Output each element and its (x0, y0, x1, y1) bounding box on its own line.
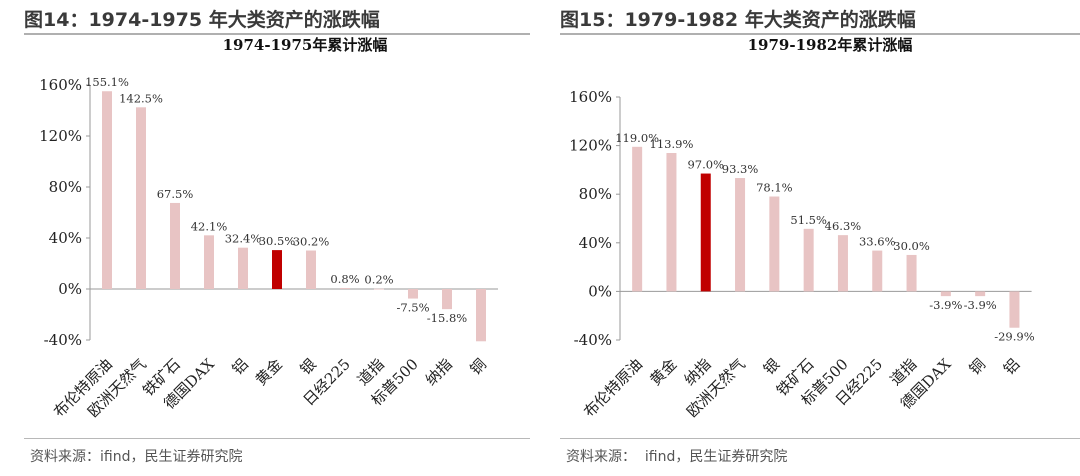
y-tick-label: 160% (569, 88, 612, 106)
data-label: 142.5% (119, 91, 163, 105)
data-label: -15.8% (427, 311, 467, 325)
top-divider (560, 33, 1080, 35)
data-label: 30.2% (293, 234, 330, 248)
bar (735, 178, 746, 292)
y-tick-label: 160% (39, 76, 82, 94)
data-label: 42.1% (191, 219, 228, 233)
data-label: 113.9% (650, 137, 694, 151)
bar (476, 289, 486, 342)
category-label: 银 (760, 355, 783, 378)
data-label: 155.1% (85, 75, 129, 89)
category-label: 银 (296, 355, 319, 378)
data-label: 32.4% (225, 232, 262, 246)
bar-chart: 1974-1975年累计涨幅 -40% 0% 40% 80% 120% 160% 155.1%… (39, 36, 498, 421)
category-label: 布伦特原油 (580, 355, 646, 421)
y-tick-label: 120% (39, 127, 82, 145)
bar (700, 173, 711, 292)
y-tick-label: -40% (574, 331, 612, 349)
y-tick-label: 80% (49, 178, 82, 196)
y-tick-label: -40% (44, 331, 82, 349)
category-label: 铝 (228, 355, 251, 378)
bar (666, 153, 677, 292)
bar (803, 228, 814, 292)
figure-title: 图15：1979-1982 年大类资产的涨跌幅 (560, 9, 916, 31)
data-label: -3.9% (964, 298, 997, 312)
figure-title: 图14：1974-1975 年大类资产的涨跌幅 (24, 9, 380, 31)
bottom-divider (24, 438, 530, 439)
data-label: 33.6% (859, 235, 896, 249)
category-label: 黄金 (252, 355, 286, 389)
category-label: 铜 (966, 355, 989, 378)
bar (272, 250, 282, 289)
y-tick-label: 40% (579, 234, 612, 252)
bar (306, 250, 316, 289)
data-label: 93.3% (722, 162, 759, 176)
data-label: 0.8% (330, 272, 359, 286)
data-label: 30.5% (259, 234, 296, 248)
data-label: 97.0% (687, 158, 724, 172)
data-label: -7.5% (396, 301, 429, 315)
data-label: 30.0% (893, 239, 930, 253)
bar (940, 291, 951, 297)
bar-chart: 1979-1982年累计涨幅 -40% 0% 40% 80% 120% 160% 119.0%… (569, 36, 1035, 421)
bar (374, 288, 384, 290)
bar (975, 291, 986, 297)
left-panel: 图14：1974-1975 年大类资产的涨跌幅 1974-1975年累计涨幅 -4… (0, 0, 530, 476)
right-panel: 图15：1979-1982 年大类资产的涨跌幅 1979-1982年累计涨幅 -4… (552, 0, 1080, 476)
bar (204, 235, 214, 289)
category-label: 纳指 (422, 355, 456, 389)
bar (408, 289, 418, 299)
data-label: 78.1% (756, 181, 793, 195)
source-note: 资料来源：ifind，民生证券研究院 (30, 449, 243, 465)
y-tick-label: 0% (58, 280, 82, 298)
bar (238, 247, 248, 289)
y-tick-label: 40% (49, 229, 82, 247)
data-label: 119.0% (615, 131, 659, 145)
bar (837, 235, 848, 292)
top-divider (24, 33, 530, 35)
source-note: 资料来源： ifind，民生证券研究院 (566, 449, 788, 465)
data-label: 46.3% (825, 219, 862, 233)
bar (1009, 291, 1020, 328)
bar (170, 202, 180, 289)
category-label: 铜 (466, 355, 489, 378)
y-tick-label: 0% (588, 282, 612, 300)
chart-title: 1979-1982年累计涨幅 (748, 36, 913, 54)
y-tick-label: 120% (569, 137, 612, 155)
data-label: 51.5% (790, 213, 827, 227)
bar (136, 107, 146, 289)
chart-title: 1974-1975年累计涨幅 (223, 36, 388, 54)
category-label: 黄金 (646, 355, 680, 389)
bar (906, 254, 917, 292)
bar (340, 287, 350, 289)
bar (102, 91, 112, 289)
data-label: -29.9% (994, 330, 1034, 344)
data-label: 0.2% (364, 273, 393, 287)
bar (769, 196, 780, 292)
bottom-divider (560, 438, 1080, 439)
bar (442, 289, 452, 310)
data-label: -3.9% (929, 298, 962, 312)
data-label: 67.5% (157, 187, 194, 201)
bar (872, 250, 883, 292)
category-label: 铝 (1000, 355, 1023, 378)
y-tick-label: 80% (579, 185, 612, 203)
bar (632, 146, 643, 292)
